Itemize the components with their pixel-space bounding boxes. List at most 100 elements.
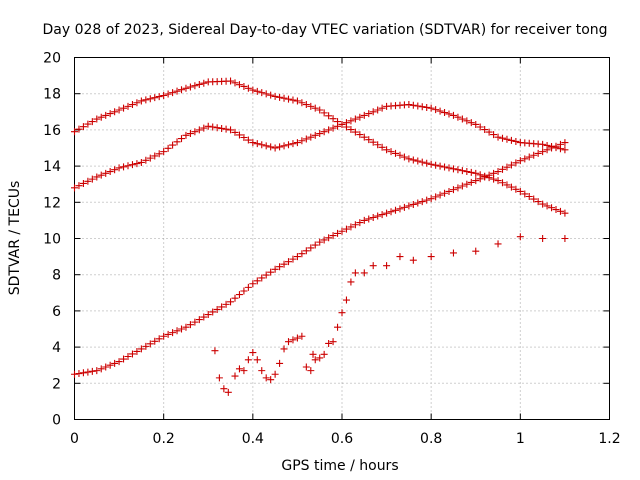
- data-point: [481, 173, 489, 181]
- data-point: [512, 137, 520, 145]
- data-point: [97, 365, 105, 373]
- data-point: [556, 207, 564, 215]
- data-point: [267, 268, 275, 276]
- data-point: [311, 241, 319, 249]
- data-point: [146, 95, 154, 103]
- data-point: [280, 142, 288, 150]
- data-point: [454, 166, 462, 174]
- data-point: [244, 283, 252, 291]
- data-point: [280, 260, 288, 268]
- data-point: [204, 311, 212, 319]
- data-point: [383, 262, 391, 270]
- data-point: [151, 152, 159, 160]
- data-point: [427, 104, 435, 112]
- data-point: [182, 323, 190, 331]
- data-point: [530, 195, 538, 203]
- data-point: [178, 325, 185, 333]
- data-point: [79, 179, 87, 187]
- data-point: [276, 93, 284, 101]
- data-point: [231, 372, 239, 380]
- data-point: [316, 106, 324, 114]
- data-point: [88, 367, 96, 375]
- data-point: [365, 215, 373, 223]
- data-point: [253, 140, 261, 148]
- data-point: [195, 126, 203, 134]
- data-point: [432, 106, 440, 114]
- data-point: [262, 271, 270, 279]
- data-point: [204, 122, 212, 130]
- data-point: [182, 84, 190, 92]
- data-point: [267, 143, 275, 151]
- data-point: [244, 356, 252, 364]
- data-point: [124, 102, 132, 110]
- data-point: [79, 369, 87, 377]
- data-point: [561, 139, 569, 147]
- data-point: [467, 168, 475, 176]
- data-point: [307, 133, 315, 141]
- data-points: [71, 77, 569, 396]
- data-point: [244, 84, 252, 92]
- data-point: [427, 195, 435, 203]
- data-point: [316, 130, 324, 138]
- data-point: [472, 120, 480, 128]
- data-point: [211, 347, 219, 355]
- data-point: [445, 164, 453, 172]
- data-point: [124, 162, 132, 170]
- data-point: [320, 109, 328, 117]
- data-point: [240, 134, 248, 142]
- data-point: [334, 122, 342, 130]
- data-point: [418, 103, 426, 111]
- data-point: [561, 235, 569, 242]
- data-point: [215, 374, 223, 382]
- y-tick-label: 14: [43, 159, 61, 175]
- data-point: [449, 186, 457, 194]
- data-point: [494, 133, 502, 141]
- data-point: [445, 187, 453, 195]
- data-point: [351, 128, 359, 136]
- data-point: [173, 87, 181, 95]
- data-point: [441, 109, 449, 117]
- data-point: [93, 173, 101, 181]
- data-point: [302, 247, 310, 255]
- data-point: [467, 178, 475, 186]
- data-point: [311, 131, 319, 139]
- data-point: [499, 165, 506, 173]
- data-point: [271, 144, 279, 152]
- data-point: [414, 199, 422, 207]
- data-point: [151, 94, 159, 102]
- data-point: [485, 171, 493, 179]
- data-point: [507, 161, 515, 169]
- data-point: [548, 144, 556, 152]
- data-point: [329, 124, 337, 132]
- data-point: [169, 329, 177, 337]
- data-point: [258, 367, 266, 375]
- y-axis-label: SDTVAR / TECUs: [7, 181, 23, 296]
- data-point: [240, 82, 248, 90]
- data-point: [298, 332, 306, 340]
- data-point: [499, 134, 506, 142]
- data-point: [463, 180, 471, 188]
- data-point: [298, 137, 306, 145]
- data-point: [423, 103, 431, 111]
- data-point: [160, 332, 168, 340]
- data-point: [342, 225, 350, 233]
- data-point: [120, 104, 128, 112]
- data-point: [115, 164, 123, 172]
- y-tick-label: 0: [52, 413, 61, 429]
- data-point: [298, 99, 306, 107]
- data-point: [503, 181, 511, 189]
- data-point: [164, 90, 172, 98]
- data-point: [458, 115, 466, 123]
- data-point: [409, 156, 417, 164]
- data-point: [146, 154, 154, 162]
- chart-title: Day 028 of 2023, Sidereal Day-to-day VTE…: [42, 22, 607, 38]
- data-point: [503, 135, 511, 143]
- data-point: [360, 133, 368, 141]
- data-point: [195, 80, 203, 88]
- data-point: [316, 354, 324, 362]
- data-point: [231, 79, 239, 87]
- data-point: [222, 125, 230, 133]
- data-point: [124, 353, 132, 361]
- data-point: [218, 124, 226, 132]
- data-point: [262, 142, 270, 150]
